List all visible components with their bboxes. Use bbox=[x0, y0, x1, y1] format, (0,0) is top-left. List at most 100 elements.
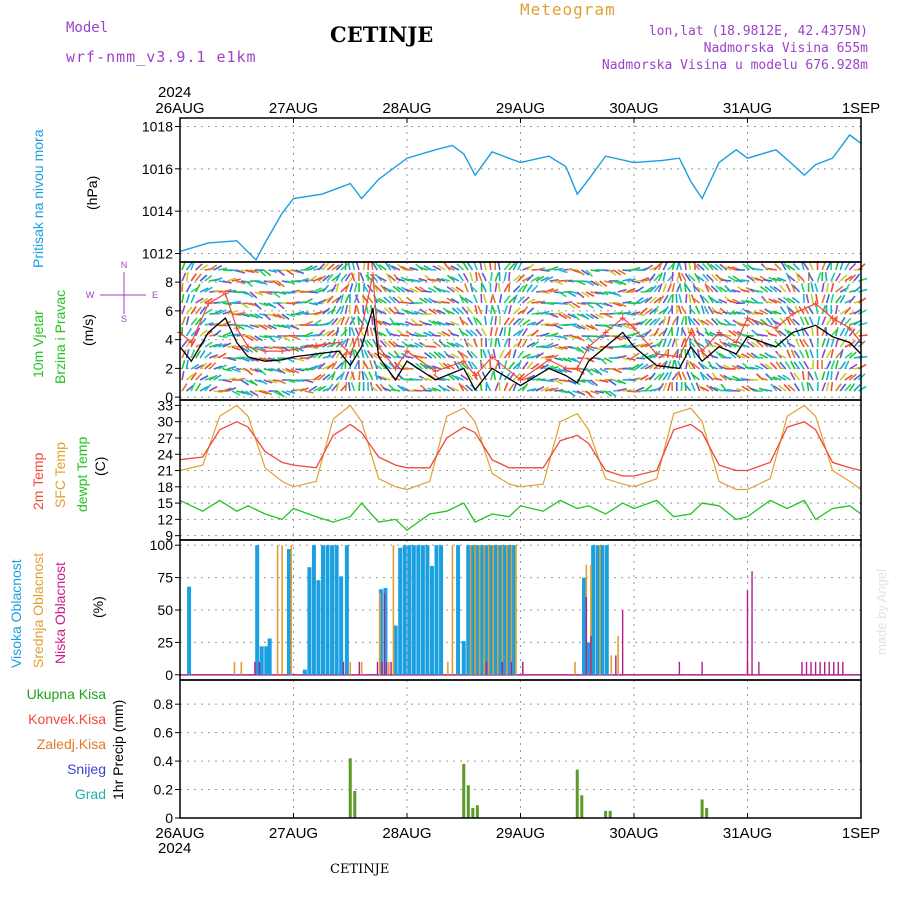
wind-direction-arrow bbox=[213, 342, 223, 348]
model-altitude-label: Nadmorska Visina u modelu 676.928m bbox=[601, 58, 868, 73]
cloud-mid-bar bbox=[451, 545, 454, 675]
wind-direction-arrow bbox=[422, 322, 432, 326]
wind-direction-arrow bbox=[576, 291, 585, 299]
wind-direction-arrow bbox=[793, 372, 801, 381]
wind-direction-arrow bbox=[195, 372, 203, 381]
wind-direction-arrow bbox=[222, 342, 232, 348]
wind-direction-arrow bbox=[825, 382, 830, 392]
wind-direction-arrow bbox=[815, 294, 819, 304]
wind-direction-arrow bbox=[778, 384, 787, 392]
wind-direction-arrow bbox=[857, 340, 866, 348]
wind-direction-arrow bbox=[399, 301, 410, 304]
cloud-low-bar bbox=[833, 661, 835, 675]
wind-direction-arrow bbox=[549, 354, 559, 359]
wind-direction-arrow bbox=[222, 320, 232, 326]
wind-direction-arrow bbox=[236, 344, 246, 348]
wind-direction-arrow bbox=[258, 302, 269, 307]
wind-direction-arrow bbox=[545, 324, 555, 327]
wind-direction-arrow bbox=[825, 338, 830, 348]
wind-direction-arrow bbox=[692, 362, 701, 370]
watermark: made by Angel bbox=[874, 568, 889, 655]
wind-direction-arrow bbox=[658, 372, 665, 381]
wind-direction-arrow bbox=[549, 265, 559, 271]
wind-direction-arrow bbox=[707, 305, 714, 315]
wind-direction-arrow bbox=[701, 295, 710, 304]
wind-direction-arrow bbox=[331, 361, 338, 370]
wind-direction-arrow bbox=[803, 360, 810, 370]
wind-direction-arrow bbox=[763, 299, 773, 304]
precip-total-bar bbox=[466, 785, 470, 818]
wind-direction-arrow bbox=[754, 289, 764, 293]
wind-direction-arrow bbox=[455, 342, 464, 348]
wind-direction-arrow bbox=[378, 352, 387, 359]
wind-direction-arrow bbox=[789, 371, 796, 381]
wind-direction-arrow bbox=[667, 316, 671, 326]
wind-direction-arrow bbox=[631, 311, 641, 315]
wind-direction-arrow bbox=[308, 365, 318, 370]
wind-direction-arrow bbox=[834, 305, 839, 315]
y-tick-label: 33 bbox=[157, 397, 173, 413]
wind-direction-arrow bbox=[208, 264, 218, 271]
wind-direction-arrow bbox=[590, 379, 599, 387]
wind-direction-arrow bbox=[489, 359, 492, 370]
wind-direction-arrow bbox=[433, 340, 442, 348]
wind-direction-arrow bbox=[473, 294, 478, 304]
wind-direction-arrow bbox=[453, 360, 460, 370]
wind-direction-arrow bbox=[503, 295, 511, 304]
wind-direction-arrow bbox=[375, 262, 383, 271]
wind-direction-arrow bbox=[299, 387, 309, 392]
wind-direction-arrow bbox=[821, 283, 825, 293]
wind-direction-arrow bbox=[222, 379, 232, 383]
wind-direction-arrow bbox=[353, 304, 357, 315]
wind-direction-arrow bbox=[540, 291, 550, 295]
wind-direction-arrow bbox=[498, 381, 501, 392]
wind-direction-arrow bbox=[824, 271, 828, 282]
wind-direction-arrow bbox=[834, 327, 839, 337]
wind-direction-arrow bbox=[677, 371, 683, 381]
wind-direction-arrow bbox=[498, 282, 501, 293]
wind-direction-arrow bbox=[181, 293, 185, 304]
wind-direction-arrow bbox=[754, 364, 764, 370]
wind-direction-arrow bbox=[508, 262, 516, 271]
wind-direction-arrow bbox=[723, 341, 732, 348]
wind-direction-arrow bbox=[433, 351, 442, 359]
wind-direction-arrow bbox=[795, 272, 801, 282]
wind-direction-arrow bbox=[693, 262, 701, 271]
wind-direction-arrow bbox=[245, 357, 255, 362]
wind-direction-arrow bbox=[526, 263, 535, 271]
wind-direction-arrow bbox=[254, 291, 264, 296]
wind-direction-arrow bbox=[440, 301, 450, 304]
wind-direction-arrow bbox=[358, 370, 361, 381]
wind-direction-arrow bbox=[475, 328, 483, 337]
wind-direction-arrow bbox=[286, 379, 296, 384]
wind-direction-arrow bbox=[204, 351, 213, 359]
wind-direction-arrow bbox=[194, 283, 201, 293]
wind-direction-arrow bbox=[199, 297, 209, 304]
wind-direction-arrow bbox=[404, 367, 414, 370]
wind-direction-arrow bbox=[612, 291, 622, 298]
wind-direction-arrow bbox=[786, 297, 796, 304]
wind-direction-arrow bbox=[382, 386, 392, 392]
wind-direction-arrow bbox=[392, 296, 401, 304]
wind-direction-arrow bbox=[313, 363, 322, 370]
wind-direction-arrow bbox=[254, 335, 263, 342]
wind-direction-arrow bbox=[662, 382, 668, 392]
y-tick-label: 30 bbox=[157, 414, 173, 430]
wind-direction-arrow bbox=[801, 370, 805, 381]
wind-direction-arrow bbox=[590, 324, 599, 332]
wind-direction-arrow bbox=[245, 280, 254, 288]
wind-direction-arrow bbox=[648, 372, 656, 381]
wind-direction-arrow bbox=[418, 355, 428, 359]
cloud-low-bar bbox=[381, 661, 383, 675]
wind-direction-arrow bbox=[227, 289, 237, 293]
wind-direction-arrow bbox=[662, 338, 667, 348]
wind-direction-arrow bbox=[705, 318, 714, 326]
wind-direction-arrow bbox=[706, 262, 714, 271]
wind-direction-arrow bbox=[199, 349, 206, 359]
wind-direction-arrow bbox=[331, 383, 339, 392]
wind-direction-arrow bbox=[463, 283, 469, 293]
wind-direction-arrow bbox=[767, 267, 777, 271]
wind-direction-arrow bbox=[268, 269, 278, 274]
wind-direction-arrow bbox=[181, 349, 187, 359]
wind-direction-arrow bbox=[640, 297, 649, 304]
